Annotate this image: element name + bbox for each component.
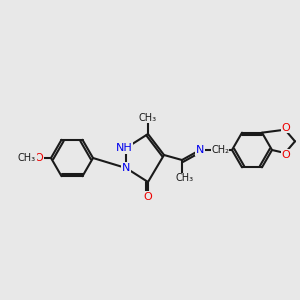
Text: N: N (122, 163, 130, 173)
Text: O: O (144, 192, 152, 202)
Text: O: O (34, 153, 43, 163)
Text: CH₂: CH₂ (211, 145, 229, 155)
Text: O: O (282, 150, 290, 160)
Text: NH: NH (116, 143, 132, 153)
Text: CH₃: CH₃ (176, 173, 194, 183)
Text: CH₃: CH₃ (139, 113, 157, 123)
Text: N: N (196, 145, 204, 155)
Text: CH₃: CH₃ (18, 153, 36, 163)
Text: O: O (282, 123, 290, 133)
